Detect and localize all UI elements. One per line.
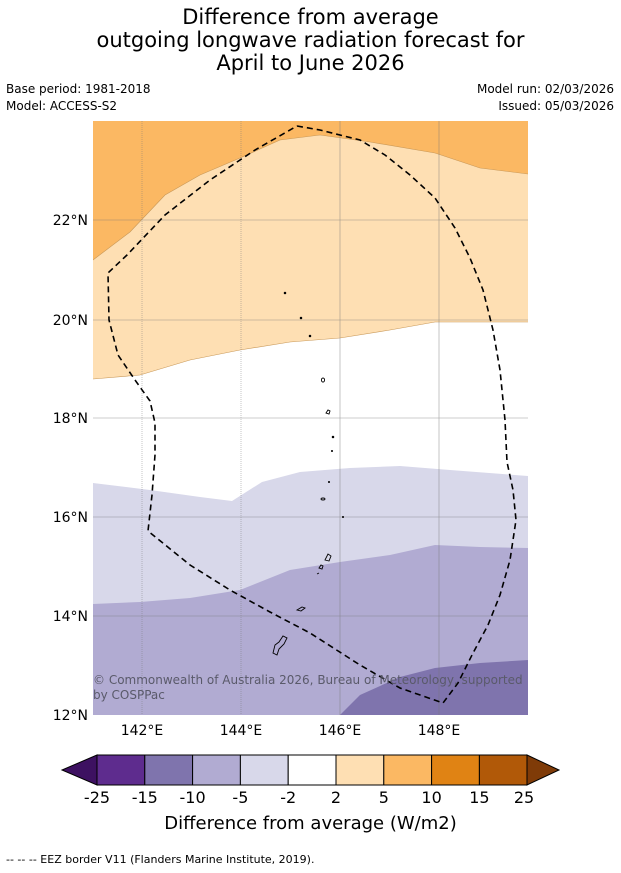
title-line-1: Difference from average <box>182 5 439 29</box>
lat-tick-22: 22°N <box>53 213 88 229</box>
lat-tick-16: 16°N <box>53 510 88 526</box>
base-period: Base period: 1981-2018 <box>6 82 151 96</box>
colorbar-label-7: 10 <box>421 788 441 807</box>
map-title: Difference from average outgoing longwav… <box>0 6 621 75</box>
lon-tick-146: 146°E <box>319 723 362 739</box>
colorbar-segment-5 <box>287 754 337 786</box>
model-name: Model: ACCESS-S2 <box>6 99 118 113</box>
issued-date: Issued: 05/03/2026 <box>498 99 614 113</box>
lat-tick-20: 20°N <box>53 313 88 329</box>
colorbar-extend-min <box>60 754 98 786</box>
colorbar-segment-8 <box>431 754 480 786</box>
colorbar-label-2: -10 <box>180 788 206 807</box>
colorbar-label-8: 15 <box>469 788 489 807</box>
meta-right: Model run: 02/03/2026 Issued: 05/03/2026 <box>477 81 614 115</box>
copyright-line-2: by COSPPac <box>93 688 165 702</box>
contour-lines <box>93 134 528 380</box>
lon-tick-148: 148°E <box>418 723 461 739</box>
colorbar <box>60 754 561 786</box>
colorbar-label-5: 2 <box>331 788 341 807</box>
colorbar-segment-6 <box>335 754 385 786</box>
lon-tick-142: 142°E <box>121 723 164 739</box>
lat-tick-18: 18°N <box>53 411 88 427</box>
colorbar-segment-3 <box>192 754 241 786</box>
colorbar-label-0: -25 <box>84 788 110 807</box>
colorbar-label-1: -15 <box>132 788 158 807</box>
model-run: Model run: 02/03/2026 <box>476 82 614 96</box>
colorbar-label-4: -2 <box>280 788 296 807</box>
colorbar-label-3: -5 <box>232 788 248 807</box>
lat-tick-12: 12°N <box>53 708 88 724</box>
islands <box>272 291 345 656</box>
colorbar-segment-9 <box>478 754 528 786</box>
lat-tick-14: 14°N <box>53 609 88 625</box>
colorbar-title: Difference from average (W/m2) <box>164 813 457 834</box>
colorbar-segment-1 <box>96 754 146 786</box>
meta-left: Base period: 1981-2018 Model: ACCESS-S2 <box>6 81 151 115</box>
colorbar-extend-max <box>526 754 561 786</box>
colorbar-label-9: 25 <box>514 788 534 807</box>
gridlines <box>93 121 528 715</box>
colorbar-label-6: 5 <box>379 788 389 807</box>
lon-tick-144: 144°E <box>220 723 263 739</box>
eez-legend-note: -- -- -- EEZ border V11 (Flanders Marine… <box>6 853 315 866</box>
colorbar-segment-2 <box>144 754 194 786</box>
band-purple-10-15 <box>340 660 528 715</box>
copyright-line-1: © Commonwealth of Australia 2026, Bureau… <box>93 673 523 687</box>
title-line-3: April to June 2026 <box>216 51 405 75</box>
title-line-2: outgoing longwave radiation forecast for <box>96 28 525 52</box>
colorbar-segment-4 <box>239 754 289 786</box>
colorbar-segment-7 <box>383 754 433 786</box>
